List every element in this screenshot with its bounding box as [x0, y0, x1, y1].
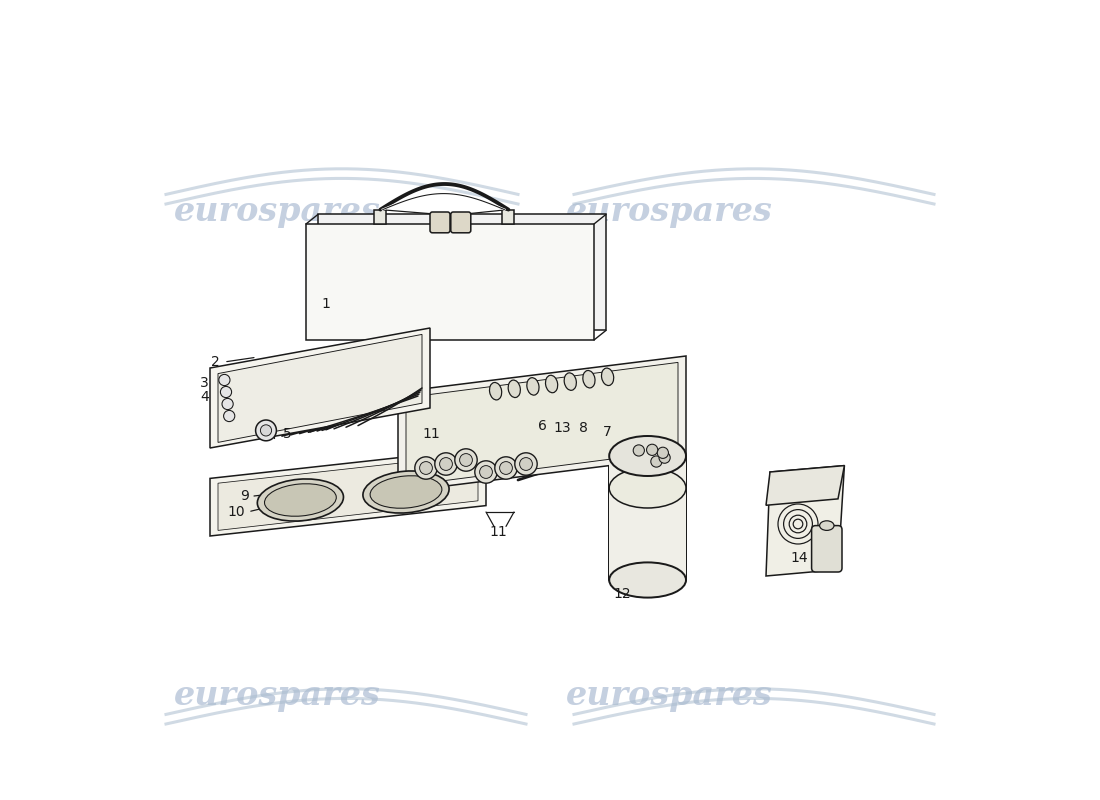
Text: 14: 14	[791, 550, 808, 565]
Circle shape	[634, 445, 645, 456]
Circle shape	[519, 458, 532, 470]
Polygon shape	[210, 328, 430, 448]
Circle shape	[454, 449, 477, 471]
Ellipse shape	[820, 521, 834, 530]
Ellipse shape	[257, 479, 343, 521]
Ellipse shape	[490, 382, 502, 400]
Text: 8: 8	[580, 421, 588, 435]
Text: eurospares: eurospares	[174, 679, 381, 713]
Circle shape	[480, 466, 493, 478]
Circle shape	[657, 447, 669, 458]
Circle shape	[222, 398, 233, 410]
Text: eurospares: eurospares	[174, 195, 381, 229]
Polygon shape	[406, 362, 678, 486]
FancyBboxPatch shape	[430, 212, 450, 233]
Text: 10: 10	[228, 505, 245, 519]
Text: 13: 13	[553, 421, 571, 435]
Circle shape	[223, 410, 234, 422]
Text: 7: 7	[603, 425, 612, 439]
Text: eurospares: eurospares	[566, 679, 772, 713]
Text: 2: 2	[211, 354, 220, 369]
Polygon shape	[374, 210, 386, 224]
Polygon shape	[218, 454, 478, 530]
Text: 3: 3	[200, 376, 209, 390]
Circle shape	[651, 456, 662, 467]
Circle shape	[255, 420, 276, 441]
Circle shape	[495, 457, 517, 479]
Ellipse shape	[602, 368, 614, 386]
Ellipse shape	[527, 378, 539, 395]
Text: 1: 1	[321, 297, 330, 311]
Polygon shape	[318, 214, 606, 330]
Polygon shape	[398, 356, 686, 492]
Circle shape	[419, 462, 432, 474]
Circle shape	[440, 458, 452, 470]
FancyBboxPatch shape	[812, 526, 842, 572]
Polygon shape	[766, 466, 845, 576]
Text: 11: 11	[490, 525, 508, 539]
Polygon shape	[218, 334, 422, 442]
Circle shape	[659, 452, 670, 463]
Circle shape	[434, 453, 458, 475]
Text: 12: 12	[613, 586, 630, 601]
Polygon shape	[502, 210, 514, 224]
Text: 4: 4	[200, 390, 209, 404]
Polygon shape	[306, 224, 594, 340]
FancyBboxPatch shape	[451, 212, 471, 233]
Circle shape	[219, 374, 230, 386]
Text: eurospares: eurospares	[566, 195, 772, 229]
Ellipse shape	[363, 471, 449, 513]
Text: 5: 5	[283, 426, 292, 441]
Ellipse shape	[264, 484, 337, 516]
Circle shape	[261, 425, 272, 436]
Ellipse shape	[609, 436, 686, 476]
Circle shape	[220, 386, 232, 398]
Circle shape	[515, 453, 537, 475]
Ellipse shape	[609, 468, 686, 508]
Ellipse shape	[508, 380, 520, 398]
Ellipse shape	[564, 373, 576, 390]
Text: 9: 9	[240, 489, 249, 503]
Ellipse shape	[583, 370, 595, 388]
Circle shape	[499, 462, 513, 474]
Circle shape	[415, 457, 437, 479]
Polygon shape	[210, 448, 486, 536]
Polygon shape	[766, 466, 845, 506]
Circle shape	[647, 444, 658, 455]
Text: 11: 11	[422, 426, 440, 441]
Ellipse shape	[546, 375, 558, 393]
Ellipse shape	[609, 562, 686, 598]
Circle shape	[460, 454, 472, 466]
Polygon shape	[609, 456, 686, 580]
Ellipse shape	[370, 476, 442, 508]
Circle shape	[475, 461, 497, 483]
Text: 6: 6	[538, 418, 547, 433]
